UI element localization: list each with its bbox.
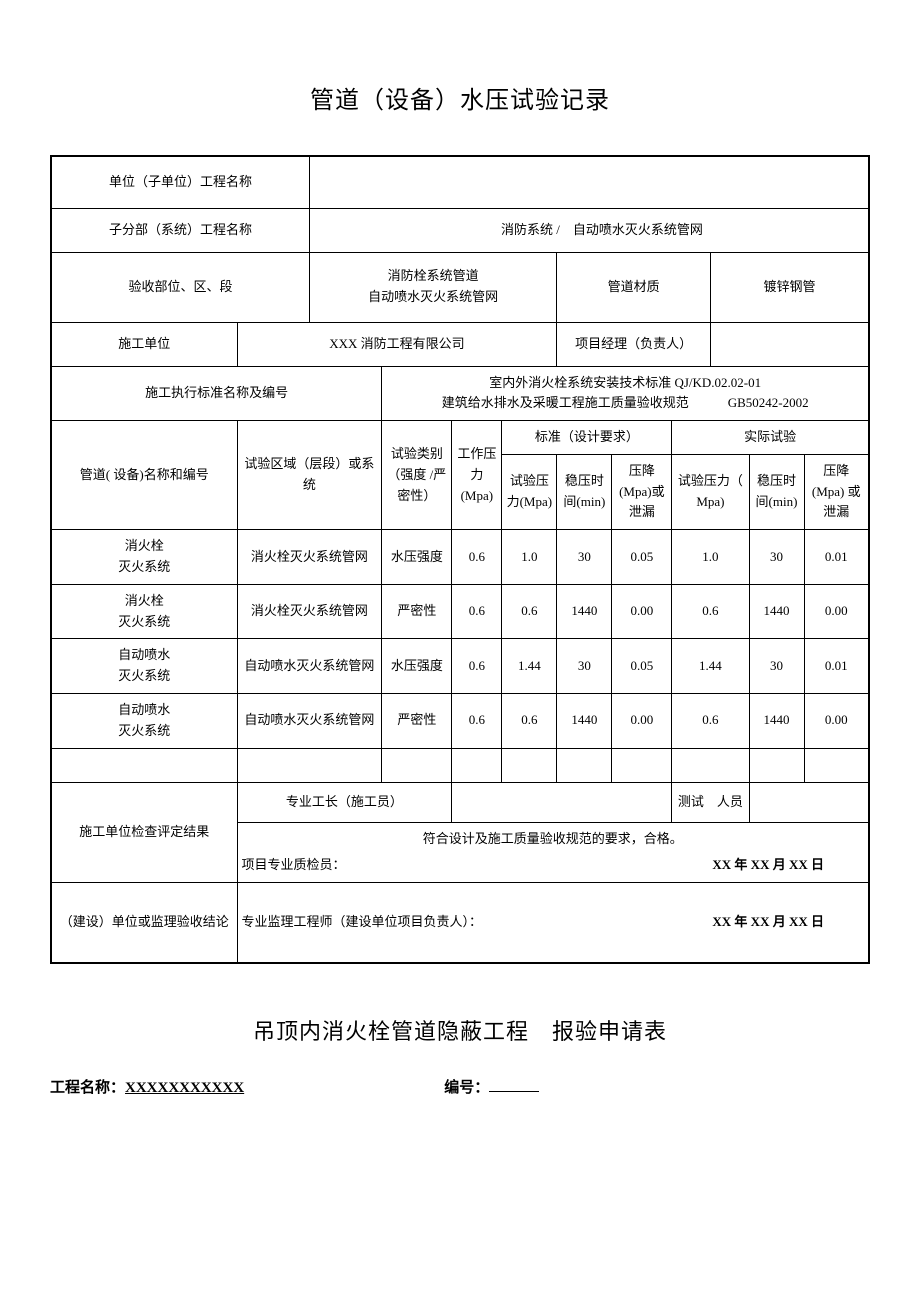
cell-ad: 0.00 [804, 694, 869, 749]
foreman-value [452, 782, 672, 822]
col-wp: 工作压力(Mpa) [452, 421, 502, 530]
cell-wp: 0.6 [452, 694, 502, 749]
qc-label: 项目专业质检员： [242, 855, 346, 876]
cell-type: 水压强度 [382, 639, 452, 694]
supervisor-eng-label: 专业监理工程师（建设单位项目负责人）： [242, 912, 483, 933]
supervise-label: （建设）单位或监理验收结论 [51, 883, 237, 963]
unit-project-value [309, 156, 869, 208]
result-block: 符合设计及施工质量验收规范的要求，合格。 项目专业质检员： XX 年 XX 月 … [237, 822, 869, 883]
data-row: 自动喷水 灭火系统 自动喷水灭火系统管网 水压强度 0.6 1.44 30 0.… [51, 639, 869, 694]
cell-at: 30 [749, 530, 804, 585]
cell-name: 消火栓 灭火系统 [51, 530, 237, 585]
cell-region: 消火栓灭火系统管网 [237, 530, 382, 585]
cell-st: 1440 [557, 584, 612, 639]
col-ap: 试验压力（ Mpa) [672, 454, 749, 529]
supervise-block: 专业监理工程师（建设单位项目负责人）： XX 年 XX 月 XX 日 [237, 883, 869, 963]
col-st: 稳压时间(min) [557, 454, 612, 529]
cell-sd: 0.05 [612, 530, 672, 585]
date-text-2: XX 年 XX 月 XX 日 [712, 912, 824, 933]
cell-wp: 0.6 [452, 584, 502, 639]
cell-ap: 0.6 [672, 584, 749, 639]
cell-ad: 0.01 [804, 639, 869, 694]
cell-ap: 1.0 [672, 530, 749, 585]
cell-ad: 0.01 [804, 530, 869, 585]
number-field: 编号： [444, 1076, 539, 1097]
cell-st: 1440 [557, 694, 612, 749]
project-label: 工程名称： [50, 1080, 125, 1096]
tester-label: 测试 人员 [672, 782, 749, 822]
cell-type: 水压强度 [382, 530, 452, 585]
cell-sd: 0.00 [612, 584, 672, 639]
data-row: 消火栓 灭火系统 消火栓灭火系统管网 水压强度 0.6 1.0 30 0.05 … [51, 530, 869, 585]
cell-sp: 1.44 [502, 639, 557, 694]
constr-check-label: 施工单位检查评定结果 [51, 782, 237, 883]
pass-text: 符合设计及施工质量验收规范的要求，合格。 [242, 829, 864, 856]
cell-ap: 0.6 [672, 694, 749, 749]
col-sd: 压降(Mpa)或泄漏 [612, 454, 672, 529]
accept-part-value: 消防栓系统管道 自动喷水灭火系统管网 [309, 252, 556, 322]
cell-wp: 0.6 [452, 530, 502, 585]
pipe-material-label: 管道材质 [557, 252, 711, 322]
cell-st: 30 [557, 639, 612, 694]
cell-type: 严密性 [382, 694, 452, 749]
cell-sd: 0.05 [612, 639, 672, 694]
cell-name: 自动喷水 灭火系统 [51, 639, 237, 694]
col-actual-group: 实际试验 [672, 421, 869, 455]
cell-region: 消火栓灭火系统管网 [237, 584, 382, 639]
standard-line1: 室内外消火栓系统安装技术标准 QJ/KD.02.02-01 [386, 373, 864, 394]
foreman-label: 专业工长（施工员） [237, 782, 452, 822]
col-type: 试验类别（强度 /严密性） [382, 421, 452, 530]
second-title: 吊顶内消火栓管道隐蔽工程 报验申请表 [50, 1014, 870, 1046]
data-row: 消火栓 灭火系统 消火栓灭火系统管网 严密性 0.6 0.6 1440 0.00… [51, 584, 869, 639]
col-standard-group: 标准（设计要求） [502, 421, 672, 455]
cell-at: 30 [749, 639, 804, 694]
cell-sp: 1.0 [502, 530, 557, 585]
cell-wp: 0.6 [452, 639, 502, 694]
cell-sp: 0.6 [502, 584, 557, 639]
sub-system-label: 子分部（系统）工程名称 [51, 208, 309, 252]
col-region: 试验区域（层段）或系统 [237, 421, 382, 530]
cell-region: 自动喷水灭火系统管网 [237, 694, 382, 749]
project-value: XXXXXXXXXXX [125, 1080, 244, 1096]
pm-label: 项目经理（负责人） [557, 322, 711, 366]
number-label: 编号： [444, 1080, 489, 1096]
record-table: 单位（子单位）工程名称 子分部（系统）工程名称 消防系统 / 自动喷水灭火系统管… [50, 155, 870, 964]
cell-ap: 1.44 [672, 639, 749, 694]
project-name-field: 工程名称：XXXXXXXXXXX [50, 1076, 244, 1097]
accept-part-label: 验收部位、区、段 [51, 252, 309, 322]
standard-value: 室内外消火栓系统安装技术标准 QJ/KD.02.02-01 建筑给水排水及采暖工… [382, 366, 869, 421]
constr-unit-value: XXX 消防工程有限公司 [237, 322, 557, 366]
cell-name: 消火栓 灭火系统 [51, 584, 237, 639]
cell-at: 1440 [749, 694, 804, 749]
constr-unit-label: 施工单位 [51, 322, 237, 366]
cell-at: 1440 [749, 584, 804, 639]
pipe-material-value: 镀锌钢管 [710, 252, 869, 322]
second-footer: 工程名称：XXXXXXXXXXX 编号： [50, 1076, 870, 1097]
pm-value [710, 322, 869, 366]
cell-st: 30 [557, 530, 612, 585]
standard-line2: 建筑给水排水及采暖工程施工质量验收规范 GB50242-2002 [386, 393, 864, 414]
cell-sp: 0.6 [502, 694, 557, 749]
col-name: 管道( 设备)名称和编号 [51, 421, 237, 530]
document-title: 管道（设备）水压试验记录 [50, 80, 870, 115]
cell-name: 自动喷水 灭火系统 [51, 694, 237, 749]
cell-ad: 0.00 [804, 584, 869, 639]
cell-region: 自动喷水灭火系统管网 [237, 639, 382, 694]
cell-sd: 0.00 [612, 694, 672, 749]
unit-project-label: 单位（子单位）工程名称 [51, 156, 309, 208]
data-row: 自动喷水 灭火系统 自动喷水灭火系统管网 严密性 0.6 0.6 1440 0.… [51, 694, 869, 749]
cell-type: 严密性 [382, 584, 452, 639]
col-at: 稳压时间(min) [749, 454, 804, 529]
date-text-1: XX 年 XX 月 XX 日 [712, 855, 824, 876]
number-blank [489, 1077, 539, 1092]
tester-value [749, 782, 869, 822]
sub-system-value: 消防系统 / 自动喷水灭火系统管网 [309, 208, 869, 252]
col-ad: 压降(Mpa) 或泄漏 [804, 454, 869, 529]
standard-label: 施工执行标准名称及编号 [51, 366, 382, 421]
empty-row [51, 748, 869, 782]
col-sp: 试验压力(Mpa) [502, 454, 557, 529]
